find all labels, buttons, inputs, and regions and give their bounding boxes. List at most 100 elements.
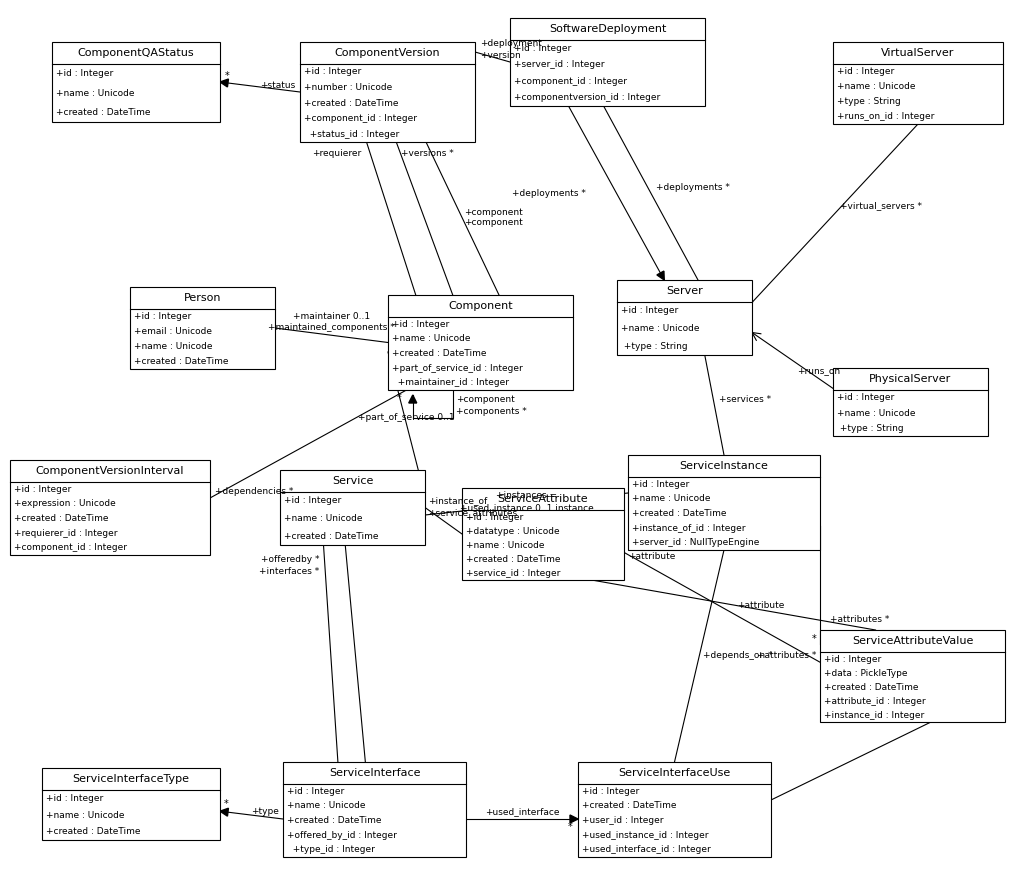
Text: +attributes *: +attributes * [757,651,816,660]
Text: +user_id : Integer: +user_id : Integer [582,816,664,825]
Text: +runs_on_id : Integer: +runs_on_id : Integer [837,112,934,121]
Text: +created : DateTime: +created : DateTime [466,554,560,564]
Text: +id : Integer: +id : Integer [284,496,341,505]
Text: +id : Integer: +id : Integer [824,654,881,664]
Bar [300,42,475,142]
Text: +instances =: +instances = [496,491,557,501]
Text: +id : Integer: +id : Integer [392,320,449,329]
Text: +offered_by_id : Integer: +offered_by_id : Integer [287,831,397,839]
Text: +id : Integer: +id : Integer [837,393,894,403]
Text: +maintainer_id : Integer: +maintainer_id : Integer [392,378,509,388]
Text: +version: +version [480,52,521,61]
Text: +created : DateTime: +created : DateTime [304,98,398,108]
Bar [42,768,220,840]
Text: +created : DateTime: +created : DateTime [14,514,108,523]
Bar [820,630,1005,722]
Text: +runs_on: +runs_on [797,366,841,375]
Text: +name : Unicode: +name : Unicode [56,89,135,97]
Text: ServiceInstance: ServiceInstance [680,461,769,471]
Text: +name : Unicode: +name : Unicode [632,495,710,503]
Text: +part_of_service_id : Integer: +part_of_service_id : Integer [392,364,523,373]
Text: +id : Integer: +id : Integer [582,787,639,795]
Text: +attribute: +attribute [628,552,676,561]
Text: +component: +component [465,218,524,227]
Text: +instance_of_id : Integer: +instance_of_id : Integer [632,524,746,532]
Text: +attribute: +attribute [737,601,785,610]
Text: Component: Component [448,301,513,311]
Text: +type : String: +type : String [621,342,688,351]
Text: Server: Server [667,286,703,296]
Text: +type : String: +type : String [837,97,901,106]
Text: SoftwareDeployment: SoftwareDeployment [549,24,667,34]
Text: +attributes *: +attributes * [830,616,889,624]
Text: +id : Integer: +id : Integer [621,306,679,316]
Polygon shape [220,809,228,816]
Text: +name : Unicode: +name : Unicode [284,514,363,523]
Text: +number : Unicode: +number : Unicode [304,83,392,92]
Text: +virtual_servers *: +virtual_servers * [840,201,922,210]
Text: +maintainer 0..1
+maintained_components *: +maintainer 0..1 +maintained_components … [268,312,395,332]
Text: +component: +component [465,208,524,217]
Text: ServiceAttribute: ServiceAttribute [497,494,589,504]
Text: +requierer_id : Integer: +requierer_id : Integer [14,529,118,538]
Text: ServiceInterfaceType: ServiceInterfaceType [73,774,189,784]
Text: +created : DateTime: +created : DateTime [287,816,382,825]
Bar [52,42,220,122]
Text: +id : Integer: +id : Integer [837,67,894,76]
Text: +created : DateTime: +created : DateTime [284,531,379,540]
Text: +expression : Unicode: +expression : Unicode [14,499,115,509]
Text: +server_id : Integer: +server_id : Integer [514,61,605,69]
Bar [462,488,624,580]
Text: +service_id : Integer: +service_id : Integer [466,568,560,577]
Text: +deployments *: +deployments * [655,183,729,192]
Text: +service_attributes: +service_attributes [428,508,517,517]
Text: ComponentVersionInterval: ComponentVersionInterval [35,466,184,476]
Bar [10,460,210,555]
Polygon shape [570,815,578,823]
Polygon shape [656,271,665,280]
Text: +id : Integer: +id : Integer [632,480,689,488]
Text: +created : DateTime: +created : DateTime [582,802,677,810]
Text: +services *: +services * [719,395,772,403]
Text: +created : DateTime: +created : DateTime [392,349,486,358]
Text: +component_id : Integer: +component_id : Integer [514,77,627,86]
Bar [388,295,573,390]
Text: +id : Integer: +id : Integer [46,794,103,802]
Text: +components *: +components * [456,408,527,417]
Text: +versions *: +versions * [401,149,454,159]
Text: +requierer: +requierer [312,149,362,159]
Text: +name : Unicode: +name : Unicode [134,342,213,351]
Text: +used_instance 0..1 instance: +used_instance 0..1 instance [460,503,594,512]
Bar [510,18,705,106]
Text: +name : Unicode: +name : Unicode [287,802,366,810]
Text: *: * [811,634,816,644]
Text: *: * [225,71,230,81]
Text: +type_id : Integer: +type_id : Integer [287,845,375,854]
Text: +instance_of: +instance_of [428,496,487,505]
Text: +created : DateTime: +created : DateTime [46,827,141,836]
Text: +name : Unicode: +name : Unicode [837,409,916,417]
Text: +status_id : Integer: +status_id : Integer [304,130,399,139]
Text: +id : Integer: +id : Integer [304,68,362,76]
Text: +id : Integer: +id : Integer [14,485,71,494]
Text: *: * [397,393,401,403]
Text: +status: +status [259,82,295,90]
Text: *: * [568,822,573,832]
Text: Service: Service [332,476,373,486]
Text: +used_interface: +used_interface [485,808,559,816]
Bar [280,470,425,545]
Text: +created : DateTime: +created : DateTime [632,509,726,518]
Text: +id : Integer: +id : Integer [466,512,524,522]
Bar [617,280,752,355]
Text: +server_id : NullTypeEngine: +server_id : NullTypeEngine [632,538,760,547]
Text: +type: +type [251,808,279,816]
Bar [578,762,771,857]
Text: +interfaces *: +interfaces * [259,567,319,576]
Text: +data : PickleType: +data : PickleType [824,668,908,678]
Polygon shape [409,395,416,403]
Text: ServiceInterfaceUse: ServiceInterfaceUse [618,768,730,778]
Bar [833,368,988,436]
Text: +id : Integer: +id : Integer [134,312,191,321]
Text: ServiceInterface: ServiceInterface [329,768,420,778]
Text: +used_interface_id : Integer: +used_interface_id : Integer [582,845,711,854]
